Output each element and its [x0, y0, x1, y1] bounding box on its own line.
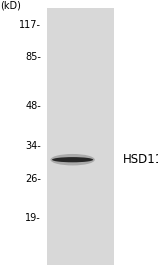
FancyBboxPatch shape — [47, 8, 114, 265]
Text: 34-: 34- — [25, 141, 41, 151]
Text: (kD): (kD) — [0, 0, 21, 10]
Text: 117-: 117- — [19, 20, 41, 29]
Text: 85-: 85- — [25, 52, 41, 62]
Ellipse shape — [52, 157, 93, 162]
Text: HSD11B1: HSD11B1 — [123, 153, 158, 166]
Text: 26-: 26- — [25, 174, 41, 184]
Text: 19-: 19- — [25, 213, 41, 223]
Ellipse shape — [50, 154, 95, 165]
Text: 48-: 48- — [25, 102, 41, 111]
